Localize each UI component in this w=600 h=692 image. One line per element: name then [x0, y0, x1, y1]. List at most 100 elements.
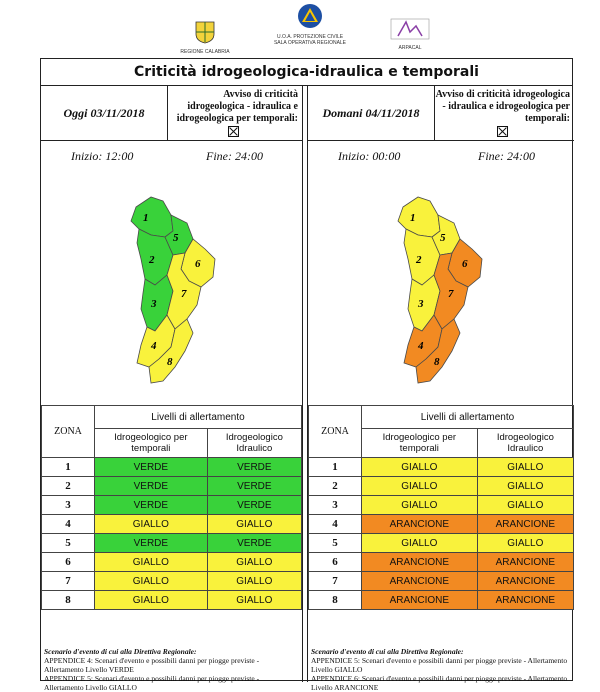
panel-tomorrow-header: Domani 04/11/2018 Avviso di criticità id… [308, 85, 574, 141]
zone-row: 1 GIALLO GIALLO [308, 457, 575, 477]
zone-row: 6 GIALLO GIALLO [41, 552, 303, 572]
col-idraulico-header: Idrogeologico Idraulico [476, 428, 575, 458]
map-zone-label-7: 7 [448, 288, 454, 300]
zone-number: 5 [308, 533, 362, 553]
protezione-civile-logo: U.O.A. PROTEZIONE CIVILE SALA OPERATIVA … [270, 3, 350, 46]
zone-row: 8 ARANCIONE ARANCIONE [308, 590, 575, 610]
level-idraulico: ARANCIONE [476, 571, 575, 591]
livelli-header: Livelli di allertamento [94, 405, 302, 429]
map-zone-label-3: 3 [150, 298, 157, 310]
level-idraulico: GIALLO [476, 533, 575, 553]
scenario-tomorrow: Scenario d'evento di cui alla Direttiva … [311, 647, 571, 692]
panel-today-avviso: Avviso di criticità idrogeologica - idra… [168, 89, 298, 138]
level-idraulico: VERDE [206, 533, 303, 553]
scenario-tomorrow-line-2: APPENDICE 6: Scenari d'evento e possibil… [311, 674, 568, 692]
zone-number: 3 [41, 495, 95, 515]
level-temporali: ARANCIONE [361, 514, 478, 534]
level-temporali: GIALLO [361, 476, 478, 496]
scenario-today-lead: Scenario d'evento di cui alla Direttiva … [44, 647, 197, 656]
header-logos: REGIONE CALABRIA U.O.A. PROTEZIONE CIVIL… [0, 0, 600, 60]
map-zone-label-8: 8 [434, 356, 440, 368]
level-temporali: ARANCIONE [361, 571, 478, 591]
zone-number: 2 [308, 476, 362, 496]
map-zone-1 [130, 196, 174, 238]
map-zone-label-1: 1 [143, 212, 149, 224]
level-temporali: VERDE [94, 457, 208, 477]
zone-row: 2 VERDE VERDE [41, 476, 303, 496]
panel-tomorrow-date: Domani 04/11/2018 [308, 85, 435, 141]
map-zone-8 [415, 318, 461, 384]
zone-row: 3 VERDE VERDE [41, 495, 303, 515]
zone-row: 7 GIALLO GIALLO [41, 571, 303, 591]
panel-today-inizio: Inizio: 12:00 [71, 149, 134, 163]
level-temporali: ARANCIONE [361, 552, 478, 572]
level-temporali: VERDE [94, 476, 208, 496]
bulletin-title: Criticità idrogeologica-idraulica e temp… [41, 59, 572, 86]
level-idraulico: VERDE [206, 495, 303, 515]
map-zone-label-5: 5 [173, 232, 179, 244]
scenario-tomorrow-line-1: APPENDICE 5: Scenari d'evento e possibil… [311, 656, 568, 674]
zone-number: 6 [41, 552, 95, 572]
level-idraulico: ARANCIONE [476, 552, 575, 572]
alert-table-tomorrow: ZONA Livelli di allertamento Idrogeologi… [308, 405, 575, 610]
alert-table-today: ZONA Livelli di allertamento Idrogeologi… [41, 405, 303, 610]
calabria-map-tomorrow: 1 2 3 4 5 6 7 8 [368, 167, 518, 402]
panel-tomorrow-avviso-text: Avviso di criticità idrogeologica - idra… [435, 89, 570, 124]
map-zone-label-1: 1 [410, 212, 416, 224]
level-temporali: GIALLO [94, 514, 208, 534]
panel-tomorrow-fine: Fine: 24:00 [478, 149, 535, 163]
panel-today-header: Oggi 03/11/2018 Avviso di criticità idro… [41, 85, 302, 141]
level-idraulico: VERDE [206, 476, 303, 496]
panel-today: Oggi 03/11/2018 Avviso di criticità idro… [41, 85, 303, 692]
level-idraulico: GIALLO [206, 552, 303, 572]
zone-number: 3 [308, 495, 362, 515]
bulletin-sheet: Criticità idrogeologica-idraulica e temp… [40, 58, 575, 692]
level-temporali: GIALLO [361, 533, 478, 553]
zone-row: 4 ARANCIONE ARANCIONE [308, 514, 575, 534]
map-zone-label-4: 4 [417, 340, 424, 352]
level-temporali: GIALLO [94, 590, 208, 610]
level-idraulico: GIALLO [206, 590, 303, 610]
panel-tomorrow: Domani 04/11/2018 Avviso di criticità id… [307, 85, 575, 692]
map-zone-label-6: 6 [462, 258, 468, 270]
calabria-map-today: 1 2 3 4 5 6 7 8 [101, 167, 251, 402]
map-zone-label-5: 5 [440, 232, 446, 244]
zone-row: 5 VERDE VERDE [41, 533, 303, 553]
level-temporali: GIALLO [94, 552, 208, 572]
protezione-caption-1: U.O.A. PROTEZIONE CIVILE [276, 34, 344, 40]
zone-number: 8 [308, 590, 362, 610]
map-zone-label-7: 7 [181, 288, 187, 300]
level-idraulico: GIALLO [206, 571, 303, 591]
scenario-today-line-1: APPENDICE 4: Scenari d'evento e possibil… [44, 656, 260, 674]
scenario-today-line-2: APPENDICE 5: Scenari d'evento e possibil… [44, 674, 260, 692]
zone-row: 2 GIALLO GIALLO [308, 476, 575, 496]
col-idraulico-header: Idrogeologico Idraulico [206, 428, 303, 458]
zone-row: 4 GIALLO GIALLO [41, 514, 303, 534]
col-temporali-header: Idrogeologico per temporali [361, 428, 478, 458]
zone-row: 3 GIALLO GIALLO [308, 495, 575, 515]
regione-caption: REGIONE CALABRIA [180, 49, 230, 55]
zone-number: 8 [41, 590, 95, 610]
level-idraulico: GIALLO [476, 476, 575, 496]
level-temporali: VERDE [94, 495, 208, 515]
zone-number: 7 [41, 571, 95, 591]
map-zone-label-4: 4 [150, 340, 157, 352]
zona-header: ZONA [308, 405, 362, 458]
col-temporali-header: Idrogeologico per temporali [94, 428, 208, 458]
map-zone-label-8: 8 [167, 356, 173, 368]
zone-number: 1 [308, 457, 362, 477]
zone-row: 5 GIALLO GIALLO [308, 533, 575, 553]
zone-number: 4 [41, 514, 95, 534]
level-idraulico: ARANCIONE [476, 590, 575, 610]
regione-calabria-logo: REGIONE CALABRIA [175, 20, 235, 55]
zone-row: 6 ARANCIONE ARANCIONE [308, 552, 575, 572]
livelli-header: Livelli di allertamento [361, 405, 574, 429]
zone-row: 8 GIALLO GIALLO [41, 590, 303, 610]
scenario-today: Scenario d'evento di cui alla Direttiva … [44, 647, 299, 692]
arpacal-logo: ARPACAL [380, 18, 440, 51]
panel-today-avviso-text: Avviso di criticità idrogeologica - idra… [176, 89, 298, 124]
scenario-tomorrow-lead: Scenario d'evento di cui alla Direttiva … [311, 647, 464, 656]
zone-number: 5 [41, 533, 95, 553]
level-idraulico: VERDE [206, 457, 303, 477]
panel-today-fine: Fine: 24:00 [206, 149, 263, 163]
